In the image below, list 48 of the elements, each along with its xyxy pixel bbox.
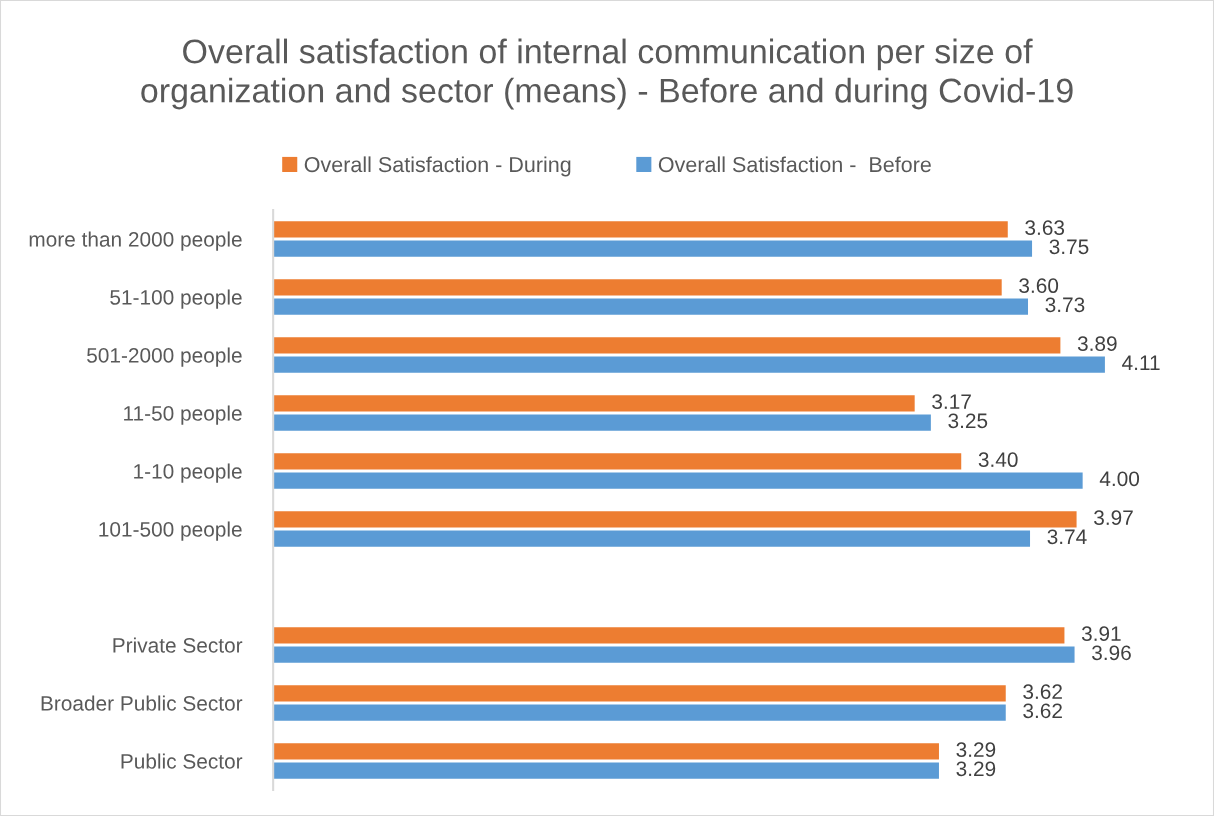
bar [273, 685, 1006, 702]
data-label: 3.97 [1094, 510, 1133, 526]
legend-label: Overall Satisfaction - During [304, 156, 571, 177]
bar [273, 511, 1077, 528]
y-tick-label: 11-50 people [124, 405, 242, 425]
bar [273, 221, 1008, 238]
data-label: 3.96 [1092, 645, 1131, 661]
bar [273, 704, 1006, 721]
bar [273, 337, 1061, 354]
y-tick-label: more than 2000 people [29, 231, 242, 251]
data-label: 3.75 [1049, 239, 1089, 255]
bar [273, 743, 939, 760]
bar [273, 279, 1002, 296]
data-label: 3.17 [932, 394, 971, 410]
bar [273, 762, 939, 779]
bar [273, 530, 1031, 547]
bar [273, 472, 1083, 489]
bar [273, 298, 1029, 315]
bar [273, 646, 1075, 663]
data-label: 3.29 [956, 742, 996, 758]
data-label: 3.60 [1019, 278, 1059, 294]
legend-label: Overall Satisfaction - Before [658, 156, 931, 173]
data-label: 3.73 [1045, 297, 1085, 313]
data-label: 3.74 [1047, 529, 1087, 545]
data-label: 3.25 [948, 413, 988, 429]
bar [273, 356, 1105, 373]
y-tick-label: 51-100 people [110, 289, 242, 309]
bar [273, 414, 931, 431]
y-tick-label: Public Sector [121, 753, 243, 769]
y-tick-label: Broader Public Sector [41, 695, 243, 711]
chart-title: Overall satisfaction of internal communication per size of organization and sector (means) - Before and during Covid-19 [141, 38, 1073, 110]
data-label: 3.40 [978, 452, 1018, 468]
data-label: 3.62 [1023, 684, 1062, 700]
bar [273, 627, 1065, 644]
bar [273, 395, 915, 412]
data-label: 3.63 [1025, 220, 1065, 236]
data-label: 3.89 [1077, 336, 1117, 352]
y-tick-label: 501-2000 people [87, 347, 242, 367]
y-tick-label: Private Sector [113, 637, 243, 653]
y-tick-label: 101-500 people [99, 521, 242, 541]
data-label: 3.91 [1081, 626, 1121, 642]
data-label: 4.11 [1122, 355, 1160, 370]
data-label: 4.00 [1099, 471, 1140, 487]
y-tick-label: 1-10 people [134, 463, 242, 483]
data-label: 3.29 [956, 761, 996, 777]
bar [273, 240, 1033, 257]
bar [273, 453, 962, 470]
data-label: 3.62 [1023, 703, 1062, 719]
